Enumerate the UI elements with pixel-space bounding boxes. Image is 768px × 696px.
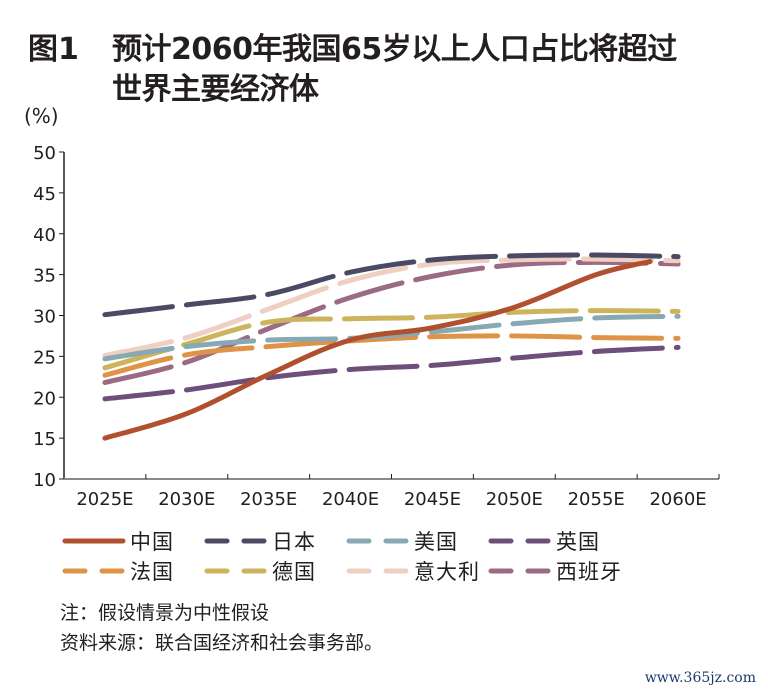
- legend-item: 西班牙: [488, 556, 628, 586]
- series-line-0: [102, 259, 653, 441]
- chart-legend: 中国 日本 美国 英国法国 德国 意大利 西班牙: [62, 526, 622, 586]
- x-tick-label: 2025E: [76, 489, 133, 510]
- legend-swatch: [204, 568, 268, 574]
- legend-swatch: [62, 538, 126, 544]
- legend-item: 意大利: [346, 556, 488, 586]
- line-chart: 10 15 20 25 30 35 40 45 50 2025E 2030E 2035E 2040E 20…: [33, 143, 720, 510]
- x-tick-label: 2045E: [404, 489, 461, 510]
- series-line-3: [102, 344, 681, 402]
- legend-row: 法国 德国 意大利 西班牙: [62, 556, 622, 586]
- x-tick-label: 2060E: [649, 489, 706, 510]
- y-tick-label: 30: [33, 307, 56, 328]
- legend-label: 日本: [272, 530, 316, 554]
- legend-label: 意大利: [414, 560, 480, 584]
- legend-label: 美国: [414, 530, 458, 554]
- y-tick-label: 45: [33, 184, 56, 205]
- x-tick-label: 2030E: [158, 489, 215, 510]
- source-text: 资料来源：联合国经济和社会事务部。: [60, 632, 384, 654]
- series-line-6: [102, 256, 681, 359]
- x-tick-label: 2055E: [568, 489, 625, 510]
- chart-title-line-2: 世界主要经济体: [112, 72, 319, 107]
- note-text: 注：假设情景为中性假设: [60, 602, 270, 624]
- chart-axes: 10 15 20 25 30 35 40 45 50 2025E 2030E 2035E 2040E 20…: [33, 143, 720, 510]
- legend-item: 法国: [62, 556, 204, 586]
- legend-row: 中国 日本 美国 英国: [62, 526, 622, 556]
- legend-swatch: [62, 568, 126, 574]
- y-tick-label: 20: [33, 388, 56, 409]
- series-line-7: [102, 259, 681, 386]
- series-line-5: [102, 308, 681, 371]
- legend-label: 英国: [556, 530, 600, 554]
- series-line-4: [102, 333, 681, 378]
- y-tick-label: 50: [33, 143, 56, 164]
- chart-title-line-1: 预计2060年我国65岁以上人口占比将超过: [112, 32, 677, 67]
- x-tick-label: 2035E: [240, 489, 297, 510]
- y-tick-label: 10: [33, 470, 56, 491]
- chart-notes: 注：假设情景为中性假设 资料来源：联合国经济和社会事务部。: [60, 598, 383, 658]
- legend-swatch: [488, 538, 552, 544]
- y-axis-unit-label: (%): [24, 104, 59, 128]
- legend-swatch: [346, 568, 410, 574]
- y-tick-label: 25: [33, 347, 56, 368]
- series-line-2: [102, 313, 681, 362]
- legend-item: 中国: [62, 526, 204, 556]
- x-tick-label: 2050E: [486, 489, 543, 510]
- legend-item: 英国: [488, 526, 628, 556]
- legend-label: 中国: [130, 530, 174, 554]
- legend-label: 西班牙: [556, 560, 622, 584]
- y-tick-label: 40: [33, 225, 56, 246]
- legend-item: 德国: [204, 556, 346, 586]
- x-tick-label: 2040E: [322, 489, 379, 510]
- legend-label: 法国: [130, 560, 174, 584]
- legend-swatch: [346, 538, 410, 544]
- y-tick-label: 15: [33, 429, 56, 450]
- watermark-text: www.365jz.com: [644, 670, 756, 686]
- legend-swatch: [488, 568, 552, 574]
- y-tick-label: 35: [33, 266, 56, 287]
- legend-swatch: [204, 538, 268, 544]
- series-line-1: [102, 252, 681, 318]
- legend-item: 美国: [346, 526, 488, 556]
- legend-item: 日本: [204, 526, 346, 556]
- legend-label: 德国: [272, 560, 316, 584]
- figure-label: 图1: [28, 32, 79, 67]
- series-layer: [102, 252, 681, 441]
